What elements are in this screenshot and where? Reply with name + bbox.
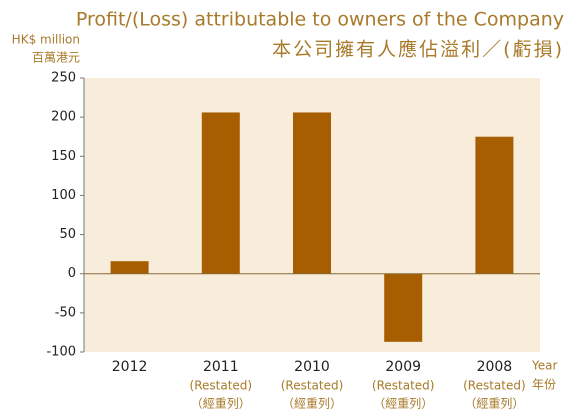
x-tick-note: (Restated): [190, 379, 253, 393]
bar: [384, 273, 423, 342]
bar: [293, 112, 331, 274]
y-tick-label: -100: [46, 345, 76, 360]
x-tick-label: 2008: [477, 359, 513, 375]
y-tick-label: 150: [51, 149, 76, 164]
x-tick-note-zh: （經重列）: [464, 397, 524, 410]
x-tick-label: 2012: [112, 359, 148, 375]
x-axis-label: Year: [531, 359, 557, 373]
x-tick-label: 2011: [203, 359, 239, 375]
y-tick-label: 50: [59, 227, 76, 242]
y-tick-label: 200: [51, 110, 76, 125]
chart-title: Profit/(Loss) attributable to owners of …: [76, 9, 564, 31]
x-tick-note: (Restated): [463, 379, 526, 393]
y-axis-label-zh: 百萬港元: [32, 51, 80, 65]
x-tick-note-zh: （經重列）: [282, 397, 342, 410]
bar: [110, 261, 149, 274]
x-tick-note-zh: （經重列）: [191, 397, 251, 410]
bar: [201, 112, 240, 274]
bar: [475, 136, 514, 274]
x-tick-note-zh: （經重列）: [373, 397, 433, 410]
chart-subtitle: 本公司擁有人應佔溢利／(虧損): [272, 38, 564, 61]
y-axis-label: HK$ million: [12, 33, 80, 47]
y-tick-label: 250: [51, 71, 76, 86]
x-tick-note: (Restated): [281, 379, 344, 393]
y-tick-label: 100: [51, 188, 76, 203]
y-tick-label: -50: [55, 305, 76, 320]
x-axis-label-zh: 年份: [532, 378, 556, 392]
x-tick-note: (Restated): [372, 379, 435, 393]
x-tick-label: 2009: [385, 359, 421, 375]
x-tick-label: 2010: [294, 359, 330, 375]
y-tick-label: 0: [68, 266, 76, 281]
